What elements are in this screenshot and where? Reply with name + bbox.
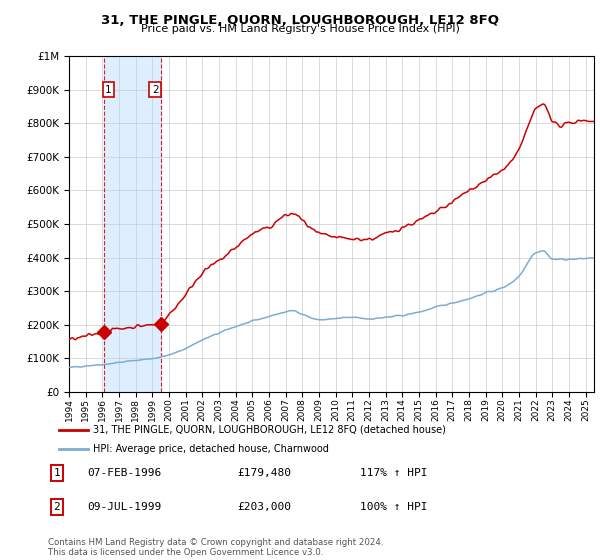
Text: £179,480: £179,480: [237, 468, 291, 478]
Text: 31, THE PINGLE, QUORN, LOUGHBOROUGH, LE12 8FQ: 31, THE PINGLE, QUORN, LOUGHBOROUGH, LE1…: [101, 14, 499, 27]
Text: 1: 1: [105, 85, 112, 95]
Text: 2: 2: [53, 502, 61, 512]
Text: HPI: Average price, detached house, Charnwood: HPI: Average price, detached house, Char…: [93, 444, 329, 454]
Bar: [104, 56, 161, 392]
Text: 09-JUL-1999: 09-JUL-1999: [87, 502, 161, 512]
Text: 117% ↑ HPI: 117% ↑ HPI: [360, 468, 427, 478]
Text: 1: 1: [53, 468, 61, 478]
Text: Price paid vs. HM Land Registry's House Price Index (HPI): Price paid vs. HM Land Registry's House …: [140, 24, 460, 34]
Text: 100% ↑ HPI: 100% ↑ HPI: [360, 502, 427, 512]
Text: 2: 2: [152, 85, 158, 95]
Text: 31, THE PINGLE, QUORN, LOUGHBOROUGH, LE12 8FQ (detached house): 31, THE PINGLE, QUORN, LOUGHBOROUGH, LE1…: [93, 424, 446, 435]
Text: £203,000: £203,000: [237, 502, 291, 512]
Text: Contains HM Land Registry data © Crown copyright and database right 2024.
This d: Contains HM Land Registry data © Crown c…: [48, 538, 383, 557]
Text: 07-FEB-1996: 07-FEB-1996: [87, 468, 161, 478]
